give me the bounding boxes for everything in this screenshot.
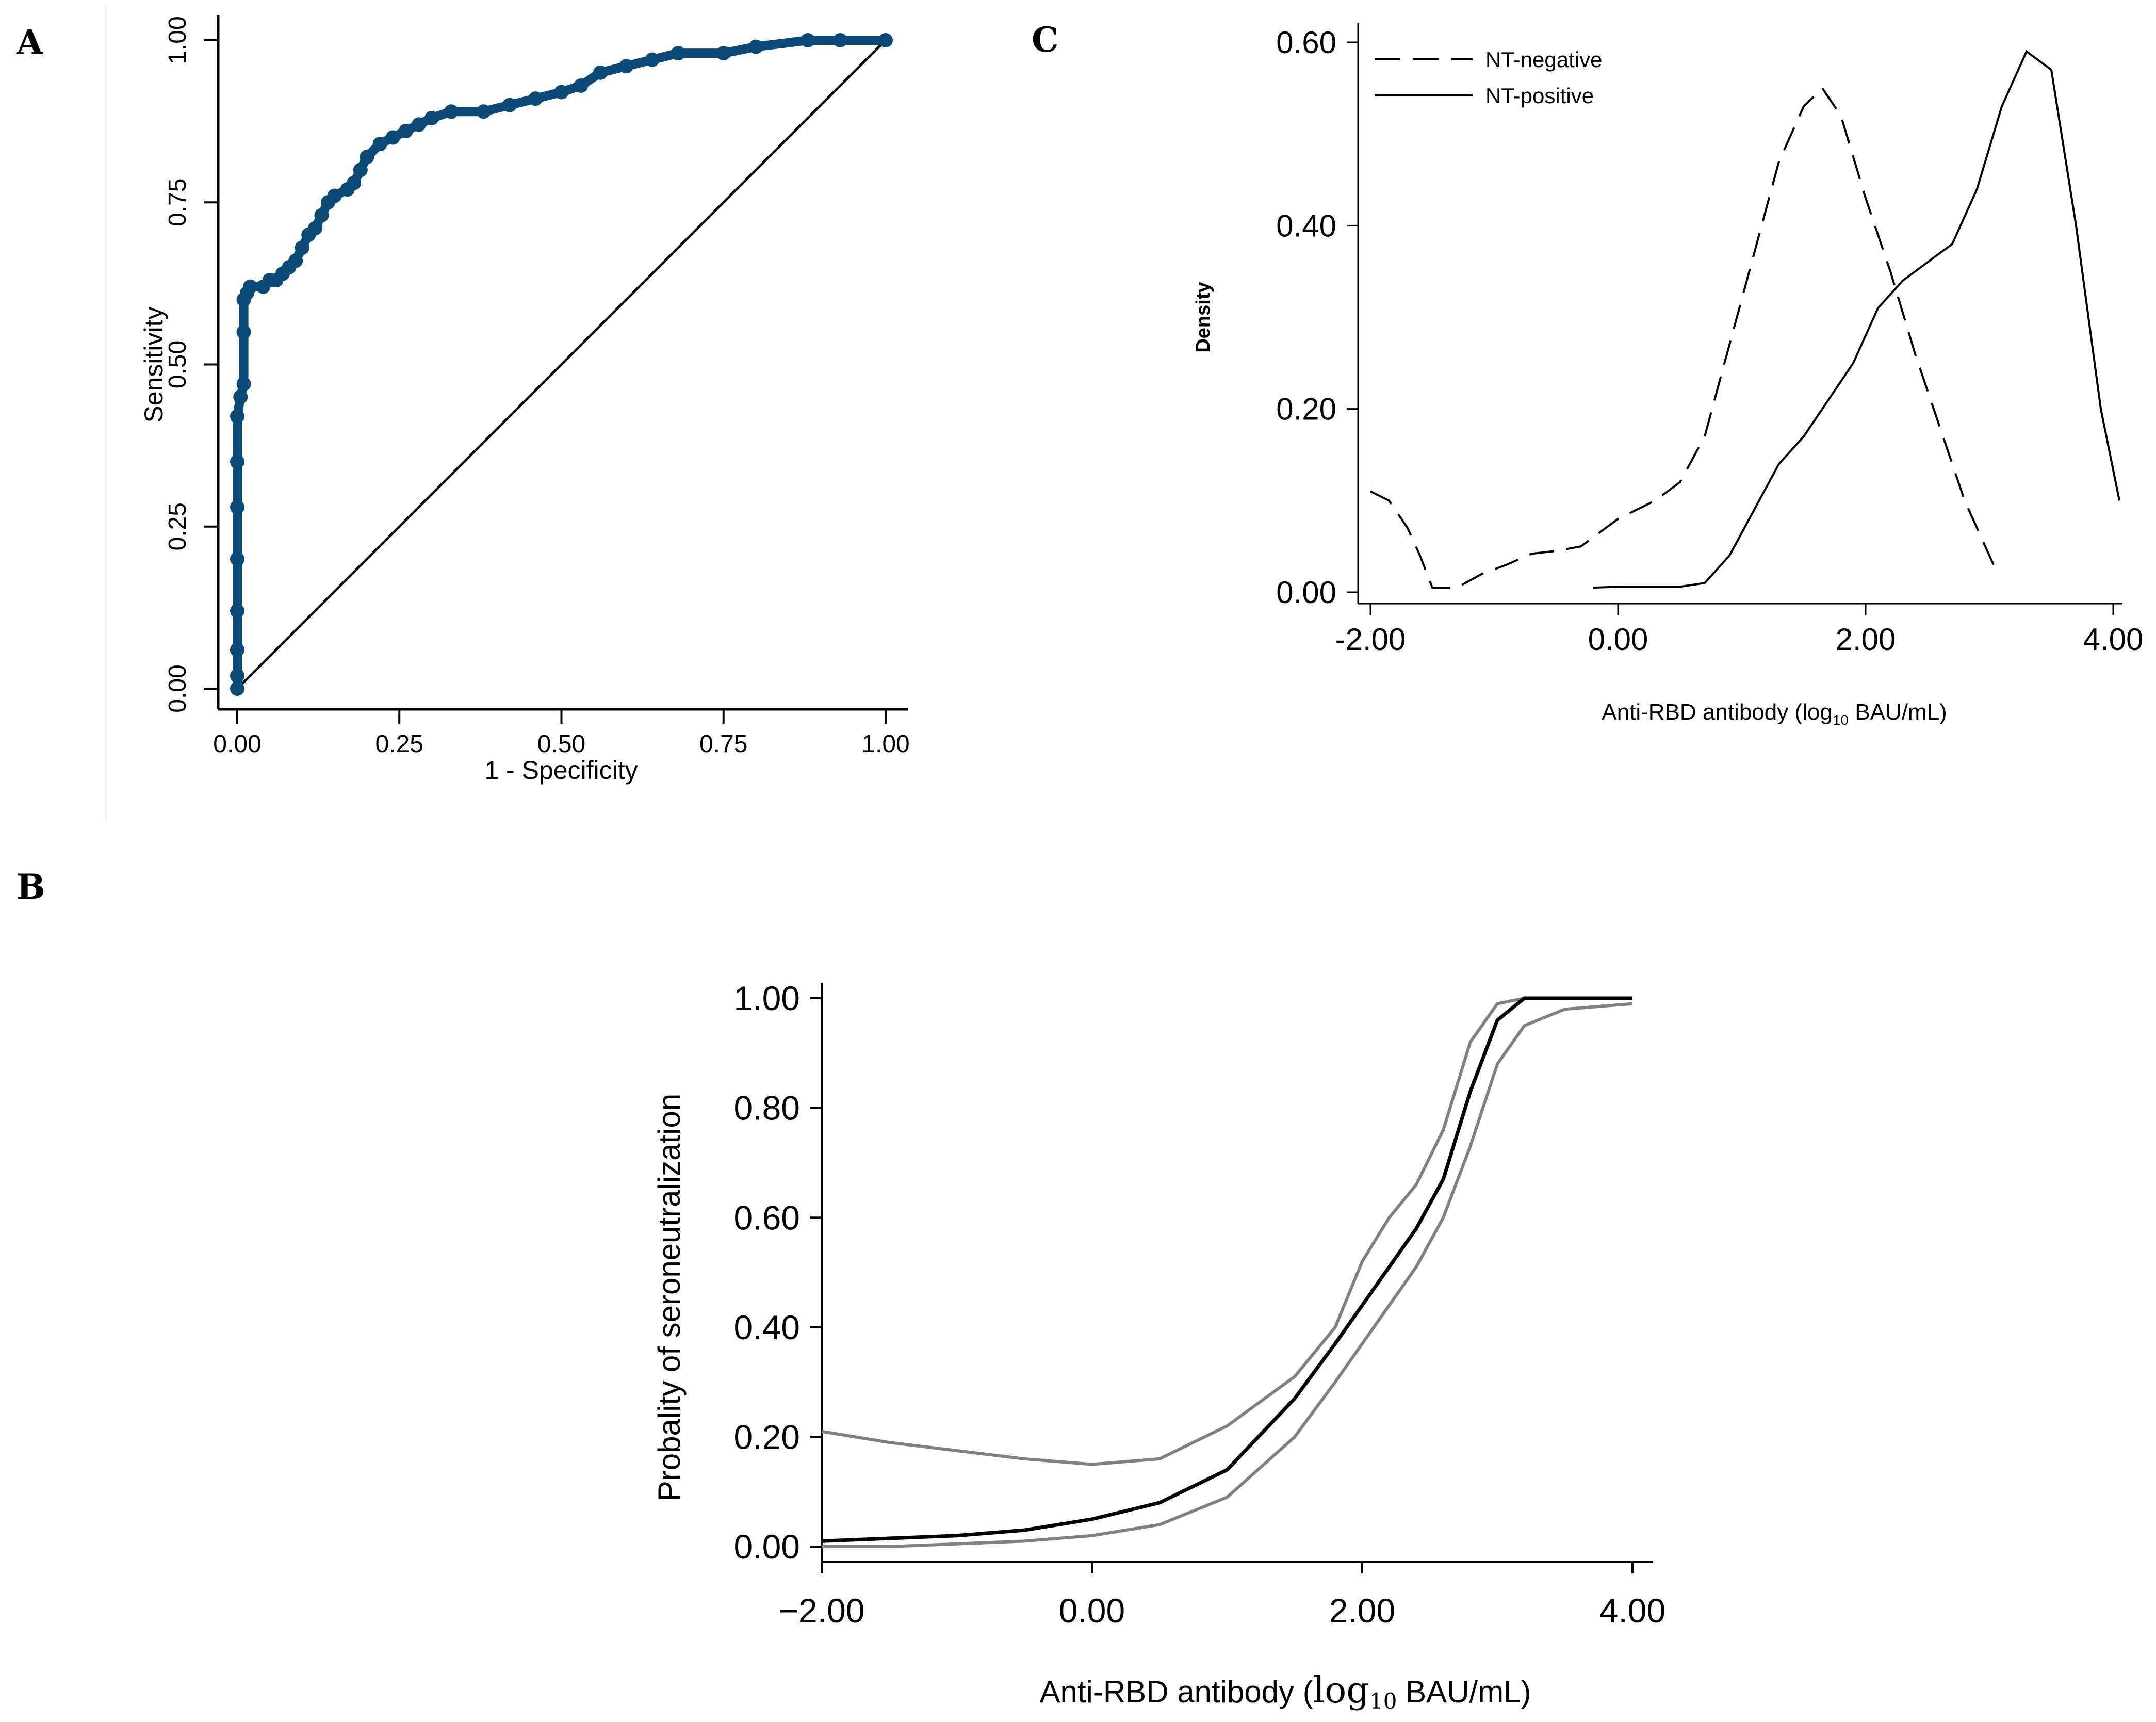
density-x-axis-title-log: log <box>1802 700 1833 725</box>
nt-negative-density-line <box>1370 86 1997 589</box>
roc-point <box>230 642 244 657</box>
roc-point <box>230 681 244 696</box>
panel-b-letter: B <box>17 867 45 907</box>
density-y-tick-label: 0.20 <box>1276 392 1336 427</box>
roc-point <box>801 33 815 47</box>
roc-point <box>347 175 362 190</box>
roc-point <box>230 604 244 619</box>
density-x-axis-title: Anti-RBD antibody (log10 BAU/mL) <box>1602 700 1947 728</box>
panel-c-letter: C <box>1032 20 1059 60</box>
roc-y-tick-label: 0.50 <box>164 340 191 388</box>
roc-point <box>230 500 244 515</box>
density-legend: NT-negative NT-positive <box>1375 47 1602 108</box>
ci-lower-line <box>822 1002 1633 1548</box>
probability-x-tick-label: 0.00 <box>1059 1591 1125 1630</box>
ci-upper-line <box>821 997 1632 1466</box>
roc-point <box>619 59 634 74</box>
probability-x-tick-label: 4.00 <box>1599 1591 1665 1630</box>
roc-point <box>411 117 426 132</box>
probability-y-tick-label: 0.40 <box>734 1308 800 1346</box>
roc-point <box>424 110 439 125</box>
density-y-tick-label: 0.60 <box>1276 25 1336 60</box>
density-y-tick-label: 0.00 <box>1276 575 1336 610</box>
probability-x-axis-title: Anti-RBD antibody (log10 BAU/mL) <box>1039 1669 1531 1714</box>
probability-y-tick-label: 0.00 <box>734 1528 800 1566</box>
roc-point <box>230 454 244 469</box>
roc-x-tick-label: 0.25 <box>375 730 423 758</box>
roc-point <box>230 409 244 424</box>
density-y-axis-title: Density <box>1193 282 1214 352</box>
roc-point <box>385 130 400 145</box>
probability-x-tick-label: 2.00 <box>1329 1591 1395 1630</box>
roc-y-tick-label: 0.75 <box>164 178 191 226</box>
roc-y-axis-title: Sensitivity <box>139 306 168 423</box>
probability-y-tick-label: 0.20 <box>734 1418 800 1456</box>
roc-point <box>878 33 893 47</box>
legend-nt-positive-label: NT-positive <box>1485 84 1594 108</box>
fitted-probability-line <box>821 996 1632 1543</box>
probability-y-axis-title: Probality of seroneutralization <box>652 1094 687 1501</box>
roc-x-tick-label: 0.00 <box>213 730 261 758</box>
roc-point <box>360 150 374 165</box>
roc-point <box>645 52 660 67</box>
legend-nt-negative-label: NT-negative <box>1485 47 1602 72</box>
density-x-axis-title-sub: 10 <box>1833 712 1849 728</box>
roc-point <box>236 324 251 339</box>
roc-x-tick-label: 0.50 <box>537 730 585 758</box>
roc-x-tick-label: 1.00 <box>861 730 909 758</box>
roc-reference-line <box>236 39 887 690</box>
roc-point <box>288 253 303 268</box>
probability-x-axis-title-main: Anti-RBD antibody ( <box>1039 1675 1313 1709</box>
density-x-tick-label: -2.00 <box>1335 622 1406 657</box>
roc-point <box>476 104 491 119</box>
roc-point <box>593 65 608 80</box>
roc-point <box>353 163 368 177</box>
density-x-tick-label: 4.00 <box>2083 622 2144 657</box>
roc-point <box>243 279 258 294</box>
probability-x-axis-title-log: log <box>1313 1669 1369 1711</box>
roc-y-tick-label: 1.00 <box>164 16 191 64</box>
probability-x-axis-title-rest: BAU/mL) <box>1397 1675 1531 1709</box>
probability-y-tick-label: 0.60 <box>734 1198 800 1237</box>
roc-point <box>554 85 569 100</box>
probability-y-tick-label: 1.00 <box>734 979 800 1017</box>
roc-point <box>327 188 342 203</box>
roc-y-tick-label: 0.00 <box>164 664 191 712</box>
roc-point <box>236 377 251 392</box>
roc-point <box>444 104 459 119</box>
probability-y-tick-label: 0.80 <box>734 1089 800 1127</box>
density-x-axis-title-main: Anti-RBD antibody ( <box>1602 700 1802 725</box>
roc-point <box>574 78 589 93</box>
roc-x-tick-label: 0.75 <box>699 730 747 758</box>
roc-point <box>716 46 731 61</box>
density-x-axis-title-rest: BAU/mL) <box>1849 700 1947 725</box>
density-x-tick-label: 2.00 <box>1836 622 1896 657</box>
roc-point <box>295 240 309 255</box>
roc-point <box>230 668 244 683</box>
roc-point <box>230 551 244 566</box>
roc-point <box>528 91 543 106</box>
roc-point <box>748 39 763 54</box>
roc-x-axis-title: 1 - Specificity <box>484 756 638 785</box>
probability-x-tick-label: −2.00 <box>779 1591 865 1630</box>
roc-point <box>372 137 387 152</box>
density-chart: -2.00 0.00 2.00 4.00 0.00 0.20 0.40 0.60 Densi… <box>1193 23 2143 728</box>
roc-point <box>314 208 329 223</box>
roc-chart: 0.00 0.25 0.50 0.75 1.00 0.00 0.25 0.50 0.75 1.0… <box>139 15 910 785</box>
density-y-tick-label: 0.40 <box>1276 208 1336 243</box>
roc-point <box>307 221 322 236</box>
panel-a-letter: A <box>16 22 43 62</box>
roc-point <box>233 389 248 404</box>
probability-chart: −2.00 0.00 2.00 4.00 0.00 0.20 0.40 0.60 0.80 1.… <box>652 979 1665 1714</box>
roc-point <box>671 46 685 61</box>
density-x-tick-label: 0.00 <box>1588 622 1648 657</box>
roc-point <box>833 33 848 47</box>
roc-point <box>398 123 413 138</box>
probability-x-axis-title-sub: 10 <box>1369 1688 1397 1714</box>
roc-y-tick-label: 0.25 <box>164 502 191 550</box>
nt-positive-density-line <box>1593 50 2120 589</box>
roc-point <box>502 98 517 112</box>
